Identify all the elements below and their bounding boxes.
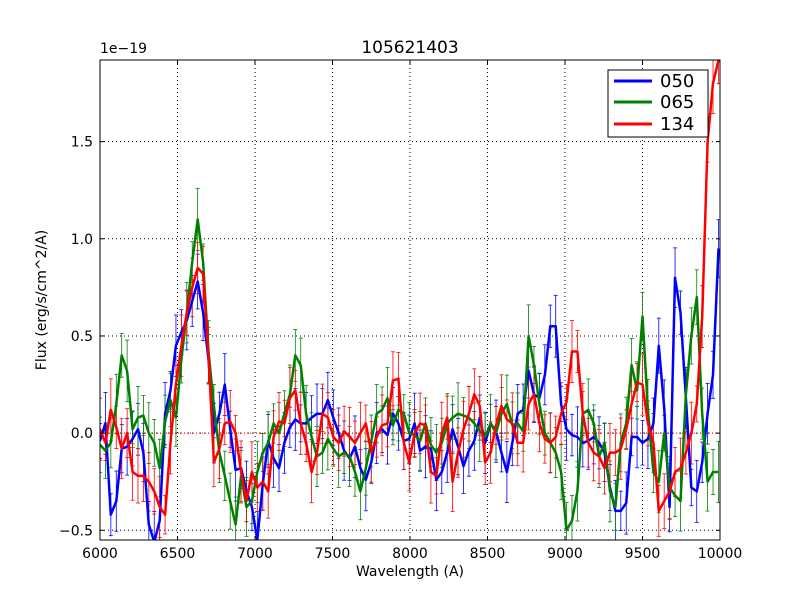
x-tick-label: 7000 <box>237 546 273 562</box>
x-tick-label: 9500 <box>625 546 661 562</box>
x-axis-label: Wavelength (A) <box>356 564 464 580</box>
y-tick-label: 0.0 <box>71 426 93 442</box>
y-axis-label: Flux (erg/s/cm^2/A) <box>34 230 50 370</box>
x-tick-label: 10000 <box>698 546 743 562</box>
legend-label-050: 050 <box>660 71 694 92</box>
x-tick-label: 6500 <box>160 546 196 562</box>
x-tick-label: 9000 <box>547 546 583 562</box>
legend: 050 065 134 <box>607 69 709 138</box>
chart-title: 105621403 <box>361 38 458 58</box>
series-line-134 <box>100 60 720 516</box>
y-tick-label: 1.5 <box>71 135 93 151</box>
series-line-050 <box>100 248 720 540</box>
x-tick-label: 8000 <box>392 546 428 562</box>
y-offset-label: 1e−19 <box>100 41 147 57</box>
legend-label-065: 065 <box>660 92 694 113</box>
series-line-065 <box>100 218 719 532</box>
x-tick-label: 6000 <box>82 546 118 562</box>
x-tick-label: 7500 <box>315 546 351 562</box>
y-tick-label: −0.5 <box>59 523 93 539</box>
y-tick-label: 1.0 <box>71 232 93 248</box>
series-lines <box>100 60 720 540</box>
ticks: 6000 6500 7000 7500 8000 8500 9000 9500 10000 −0.… <box>59 60 742 562</box>
x-tick-label: 8500 <box>470 546 506 562</box>
y-tick-label: 0.5 <box>71 329 93 345</box>
legend-label-134: 134 <box>660 114 694 135</box>
